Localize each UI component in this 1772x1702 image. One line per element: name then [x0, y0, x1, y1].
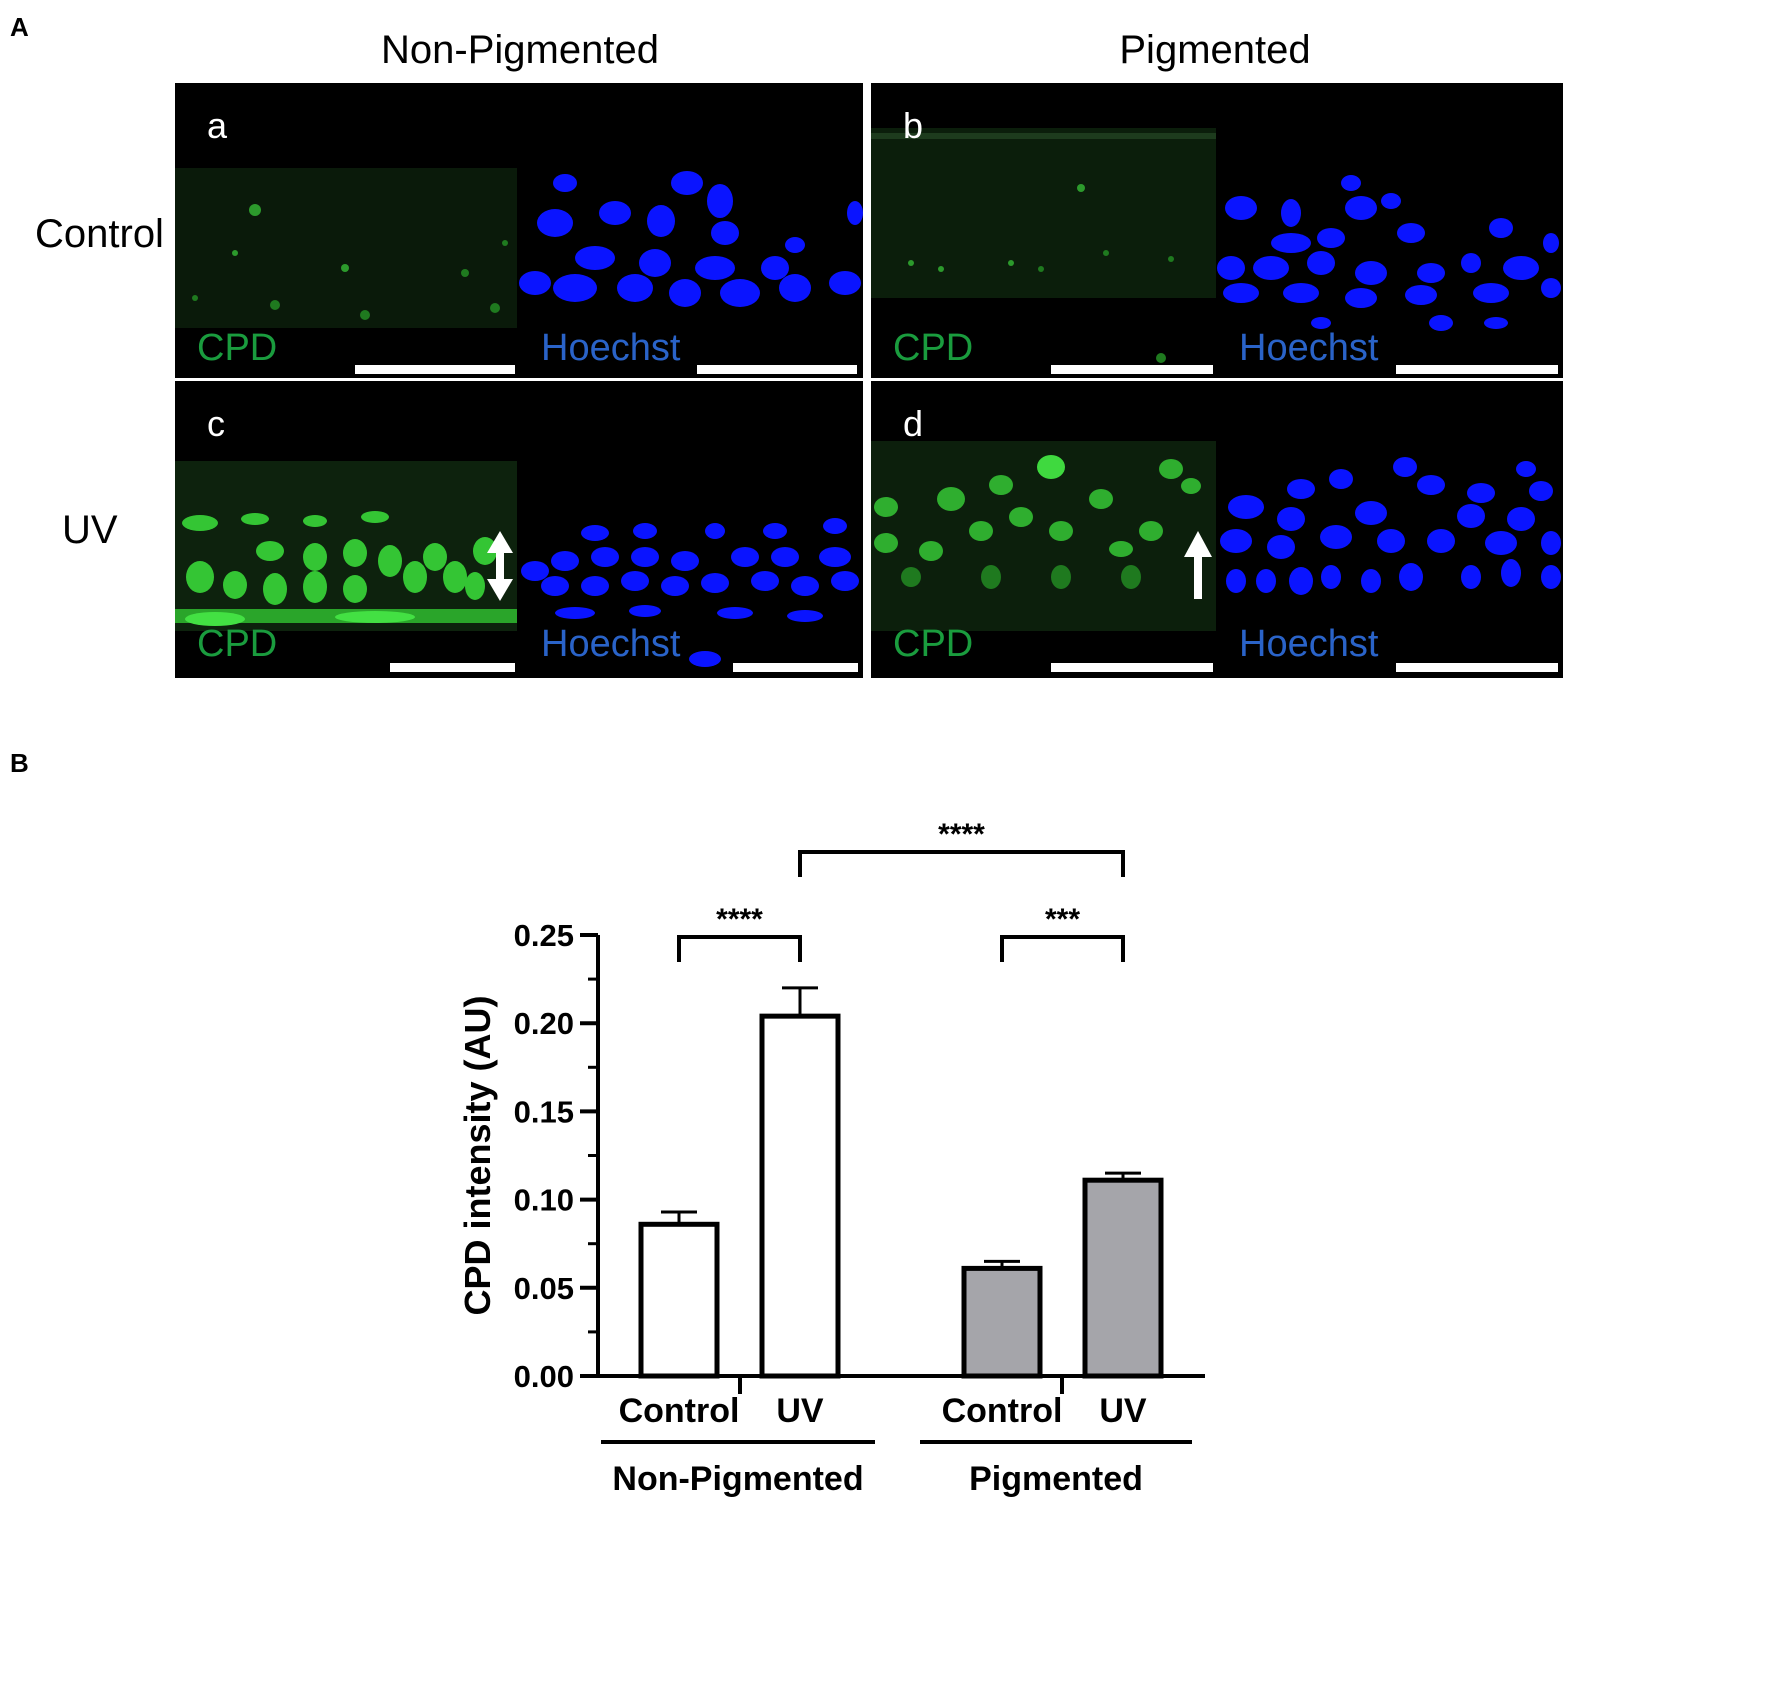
y-tick-label: 0.05 — [514, 1271, 574, 1306]
group-label: Pigmented — [969, 1460, 1143, 1498]
y-tick-label: 0.20 — [514, 1006, 574, 1041]
bar — [961, 1265, 1043, 1379]
scale-bar — [1051, 663, 1213, 672]
micrograph-c: c CPD Hoechst — [175, 381, 863, 678]
row-label-uv: UV — [62, 508, 118, 552]
subpanel-letter-b: b — [903, 105, 924, 146]
channel-label-hoechst: Hoechst — [1239, 327, 1379, 369]
channel-label-cpd: CPD — [893, 623, 974, 665]
channel-label-cpd: CPD — [197, 327, 278, 369]
group-label: Non-Pigmented — [612, 1460, 863, 1498]
channel-label-hoechst: Hoechst — [541, 623, 681, 665]
y-tick-label: 0.15 — [514, 1094, 574, 1129]
double-arrow-icon — [487, 531, 513, 601]
micrograph-b: b CPD Hoechst — [871, 83, 1563, 378]
subpanel-letter-d: d — [903, 403, 924, 444]
scale-bar — [733, 663, 858, 672]
scale-bar — [355, 365, 515, 374]
bar — [759, 1013, 841, 1379]
y-axis-label: CPD intensity (AU) — [457, 995, 498, 1315]
subpanel-letter-a: a — [207, 105, 228, 146]
scale-bar — [390, 663, 515, 672]
scale-bar — [1396, 365, 1558, 374]
micrograph-c-image — [175, 461, 859, 667]
row-label-control: Control — [35, 212, 164, 256]
bar — [1082, 1177, 1164, 1379]
bar — [638, 1221, 720, 1379]
channel-label-cpd: CPD — [893, 327, 974, 369]
up-arrow-icon — [1184, 531, 1212, 599]
subpanel-letter-c: c — [207, 403, 225, 444]
panel-label-a: A — [10, 12, 29, 42]
y-tick-label: 0.10 — [514, 1183, 574, 1218]
x-tick-label: Control — [619, 1392, 740, 1430]
micrograph-d-image — [871, 441, 1561, 631]
micrograph-a-image — [175, 168, 863, 328]
x-tick-label: Control — [942, 1392, 1063, 1430]
significance-label: **** — [716, 903, 763, 936]
scale-bar — [1396, 663, 1558, 672]
significance-label: *** — [1045, 903, 1080, 936]
y-tick-label: 0.00 — [514, 1359, 574, 1394]
x-tick-label: UV — [776, 1392, 824, 1430]
significance-bracket — [677, 935, 802, 962]
scale-bar — [1051, 365, 1213, 374]
micrograph-a: a CPD Hoechst — [175, 83, 863, 378]
significance-label: **** — [938, 818, 985, 851]
column-title-pigmented: Pigmented — [1119, 28, 1311, 72]
scale-bar — [697, 365, 857, 374]
micrograph-d: d CPD Hoechst — [871, 381, 1563, 678]
column-title-non-pigmented: Non-Pigmented — [381, 28, 659, 72]
y-tick-label: 0.25 — [514, 918, 574, 953]
channel-label-cpd: CPD — [197, 623, 278, 665]
x-tick-label: UV — [1099, 1392, 1147, 1430]
panel-label-b: B — [10, 748, 29, 778]
significance-bracket — [1000, 935, 1125, 962]
channel-label-hoechst: Hoechst — [1239, 623, 1379, 665]
significance-bracket — [798, 850, 1125, 877]
micrograph-b-image — [871, 128, 1561, 363]
channel-label-hoechst: Hoechst — [541, 327, 681, 369]
